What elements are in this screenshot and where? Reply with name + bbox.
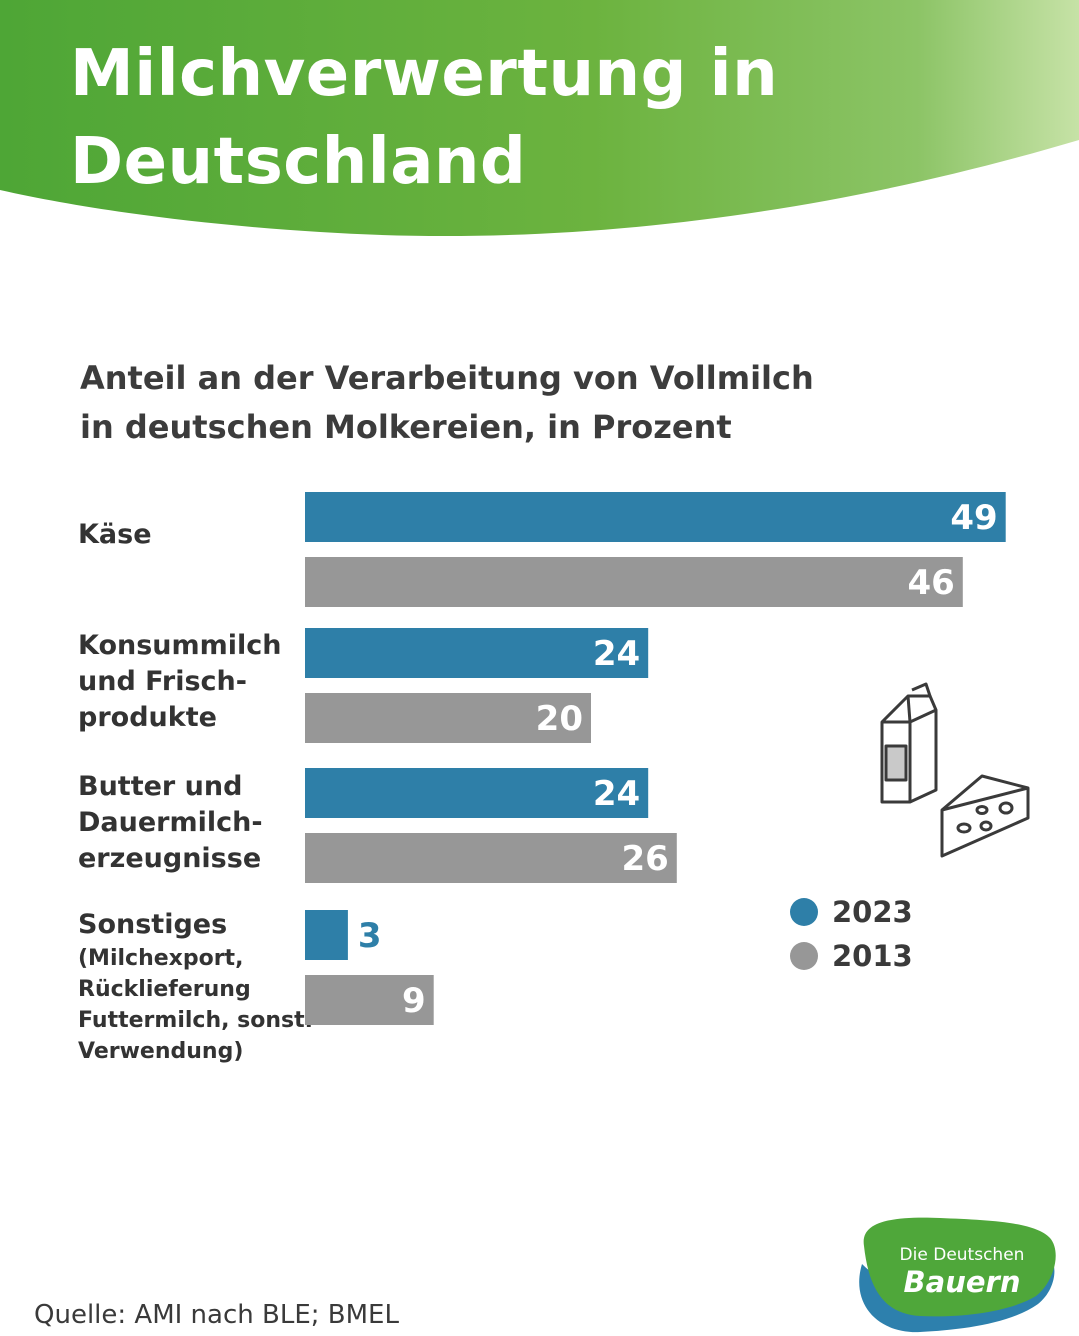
category-line: und Frisch- bbox=[78, 666, 247, 697]
category-label-sonstiges: Sonstiges (Milchexport, Rücklieferung Fu… bbox=[78, 907, 313, 1067]
category-line: Sonstiges bbox=[78, 909, 228, 940]
subtitle-line-2: in deutschen Molkereien, in Prozent bbox=[80, 408, 732, 446]
data-label-2023-3: 3 bbox=[358, 916, 382, 956]
subtitle-line-1: Anteil an der Verarbeitung von Vollmilch bbox=[80, 359, 814, 397]
bar-2023-1 bbox=[305, 628, 649, 678]
category-label-konsummilch: Konsummilch und Frisch- produkte bbox=[78, 628, 282, 736]
data-label-2023-1: 24 bbox=[593, 634, 640, 674]
category-label-butter: Butter und Dauermilch- erzeugnisse bbox=[78, 769, 263, 877]
svg-text:Bauern: Bauern bbox=[904, 1265, 1021, 1299]
source-note: Quelle: AMI nach BLE; BMEL bbox=[34, 1300, 399, 1330]
category-subline: Futtermilch, sonst. bbox=[78, 1008, 313, 1033]
milk-carton-icon bbox=[880, 682, 938, 804]
category-line: erzeugnisse bbox=[78, 843, 262, 874]
bar-2013-1 bbox=[305, 693, 591, 743]
category-subline: Rücklieferung bbox=[78, 977, 251, 1002]
category-line: Dauermilch- bbox=[78, 807, 263, 838]
data-label-2023-2: 24 bbox=[593, 774, 640, 814]
bar-2023-2 bbox=[305, 768, 649, 818]
chart-subtitle: Anteil an der Verarbeitung von Vollmilch… bbox=[80, 354, 814, 452]
category-subline: (Milchexport, bbox=[78, 946, 244, 971]
title-line-2: Deutschland bbox=[70, 125, 527, 199]
legend-swatch bbox=[790, 942, 818, 970]
data-label-2023-0: 49 bbox=[950, 498, 997, 538]
category-sublabel: (Milchexport, Rücklieferung Futtermilch,… bbox=[78, 943, 313, 1067]
category-label-kaese: Käse bbox=[78, 517, 152, 553]
legend-swatch bbox=[790, 898, 818, 926]
page-title: Milchverwertung in Deutschland bbox=[70, 30, 778, 206]
die-deutschen-bauern-logo: Die Deutschen Bauern bbox=[859, 1217, 1056, 1333]
legend-label: 2013 bbox=[832, 939, 913, 973]
bar-2013-0 bbox=[305, 557, 963, 607]
data-label-2013-3: 9 bbox=[402, 981, 426, 1021]
data-label-2013-0: 46 bbox=[907, 563, 954, 603]
dairy-illustration bbox=[880, 682, 1030, 858]
data-label-2013-1: 20 bbox=[536, 699, 583, 739]
legend-label: 2023 bbox=[832, 895, 913, 929]
svg-text:Die Deutschen: Die Deutschen bbox=[900, 1245, 1025, 1265]
title-line-1: Milchverwertung in bbox=[70, 37, 779, 111]
header-banner bbox=[0, 0, 1079, 236]
bar-2023-3 bbox=[305, 910, 348, 960]
category-line: produkte bbox=[78, 702, 217, 733]
data-label-2013-2: 26 bbox=[621, 839, 668, 879]
bar-2013-2 bbox=[305, 833, 677, 883]
category-line: Käse bbox=[78, 519, 152, 550]
category-line: Butter und bbox=[78, 771, 243, 802]
bar-2023-0 bbox=[305, 492, 1006, 542]
cheese-icon bbox=[940, 774, 1030, 858]
category-subline: Verwendung) bbox=[78, 1039, 244, 1064]
category-line: Konsummilch bbox=[78, 630, 282, 661]
bar-2013-3 bbox=[305, 975, 434, 1025]
